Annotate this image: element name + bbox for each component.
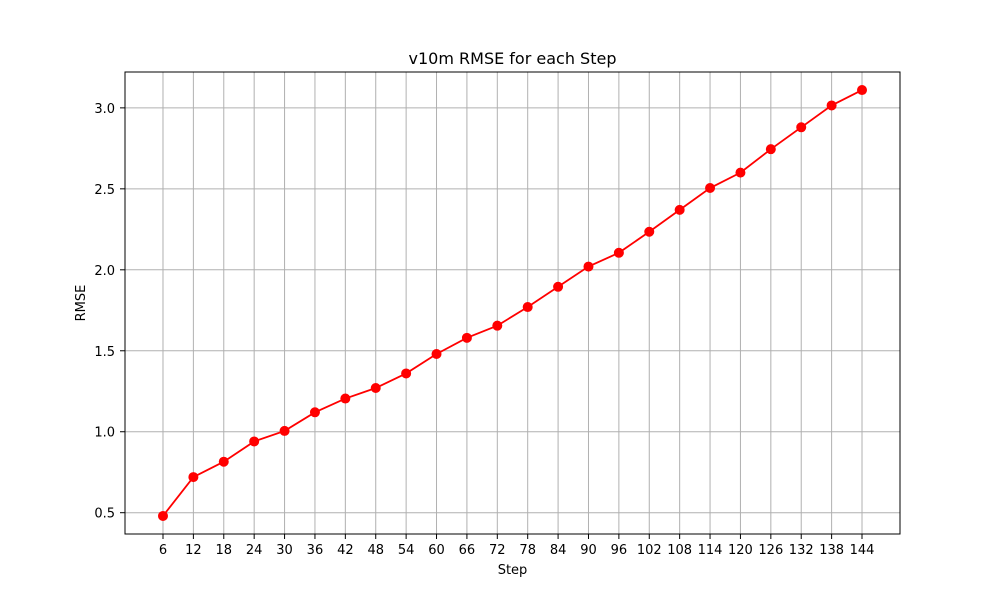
axis-ticks: 6 12 18 24 30 36 42 48 54 60 66 72 78 84 90 96 102 108 114… [94,102,874,558]
x-tick-label: 72 [489,543,506,558]
data-point [218,456,229,467]
data-point [553,281,564,292]
x-tick-label: 48 [367,543,384,558]
data-point [309,407,320,418]
x-tick-label: 90 [580,543,597,558]
x-tick-label: 114 [698,543,723,558]
x-axis-label: Step [498,563,528,578]
y-tick-label: 0.5 [94,507,115,522]
y-tick-label: 2.5 [94,183,115,198]
data-point [674,204,685,215]
x-tick-label: 120 [728,543,753,558]
y-tick-label: 1.5 [94,345,115,360]
x-tick-label: 84 [550,543,567,558]
data-point [461,332,472,343]
x-tick-label: 60 [428,543,445,558]
x-tick-label: 36 [307,543,324,558]
series-line [162,89,863,517]
data-point [705,183,716,194]
y-axis-label: RMSE [74,285,89,322]
data-point [644,226,655,237]
data-point [279,425,290,436]
x-tick-label: 138 [819,543,844,558]
x-tick-label: 144 [850,543,875,558]
data-point [522,302,533,313]
data-point [735,167,746,178]
chart-title: v10m RMSE for each Step [409,49,617,68]
data-point [583,261,594,272]
x-tick-label: 42 [337,543,354,558]
data-point [188,472,199,483]
data-point [249,436,260,447]
data-point [157,510,168,521]
data-point [340,393,351,404]
data-point [370,383,381,394]
x-tick-label: 54 [398,543,415,558]
plot-area-frame [124,71,901,535]
data-point [796,122,807,133]
data-point [492,320,503,331]
x-tick-label: 108 [667,543,692,558]
data-point [765,144,776,155]
x-tick-label: 66 [459,543,476,558]
y-tick-label: 2.0 [94,264,115,279]
x-tick-label: 6 [159,543,167,558]
data-point [401,368,412,379]
data-point [431,349,442,360]
data-point [826,100,837,111]
data-series [157,85,868,521]
x-tick-label: 96 [611,543,628,558]
x-tick-label: 78 [519,543,536,558]
x-tick-label: 126 [758,543,783,558]
x-tick-label: 24 [246,543,263,558]
x-tick-label: 12 [185,543,202,558]
data-point [857,85,868,96]
y-tick-label: 1.0 [94,426,115,441]
x-tick-label: 30 [276,543,293,558]
x-tick-label: 102 [637,543,662,558]
x-tick-label: 132 [789,543,814,558]
y-tick-label: 3.0 [94,102,115,117]
x-tick-label: 18 [216,543,233,558]
data-point [613,247,624,258]
